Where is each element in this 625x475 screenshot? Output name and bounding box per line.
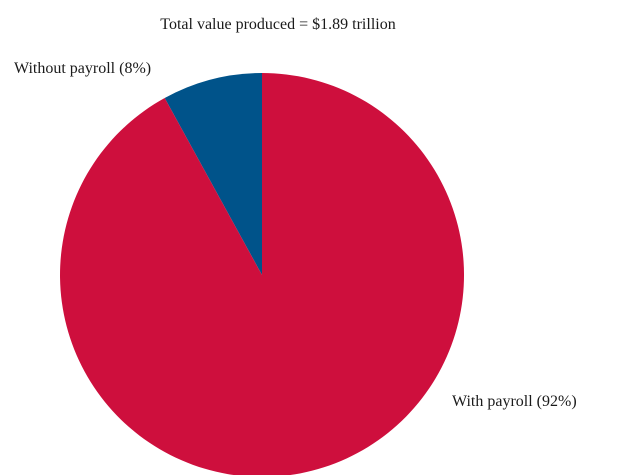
pie-slices — [60, 73, 465, 475]
pie-slice-1 — [60, 73, 465, 475]
chart-title: Total value produced = $1.89 trillion — [160, 16, 395, 33]
pie-slice-0 — [164, 73, 262, 275]
slice-label-without-payroll: Without payroll (8%) — [14, 60, 151, 77]
slice-label-with-payroll: With payroll (92%) — [452, 393, 577, 410]
